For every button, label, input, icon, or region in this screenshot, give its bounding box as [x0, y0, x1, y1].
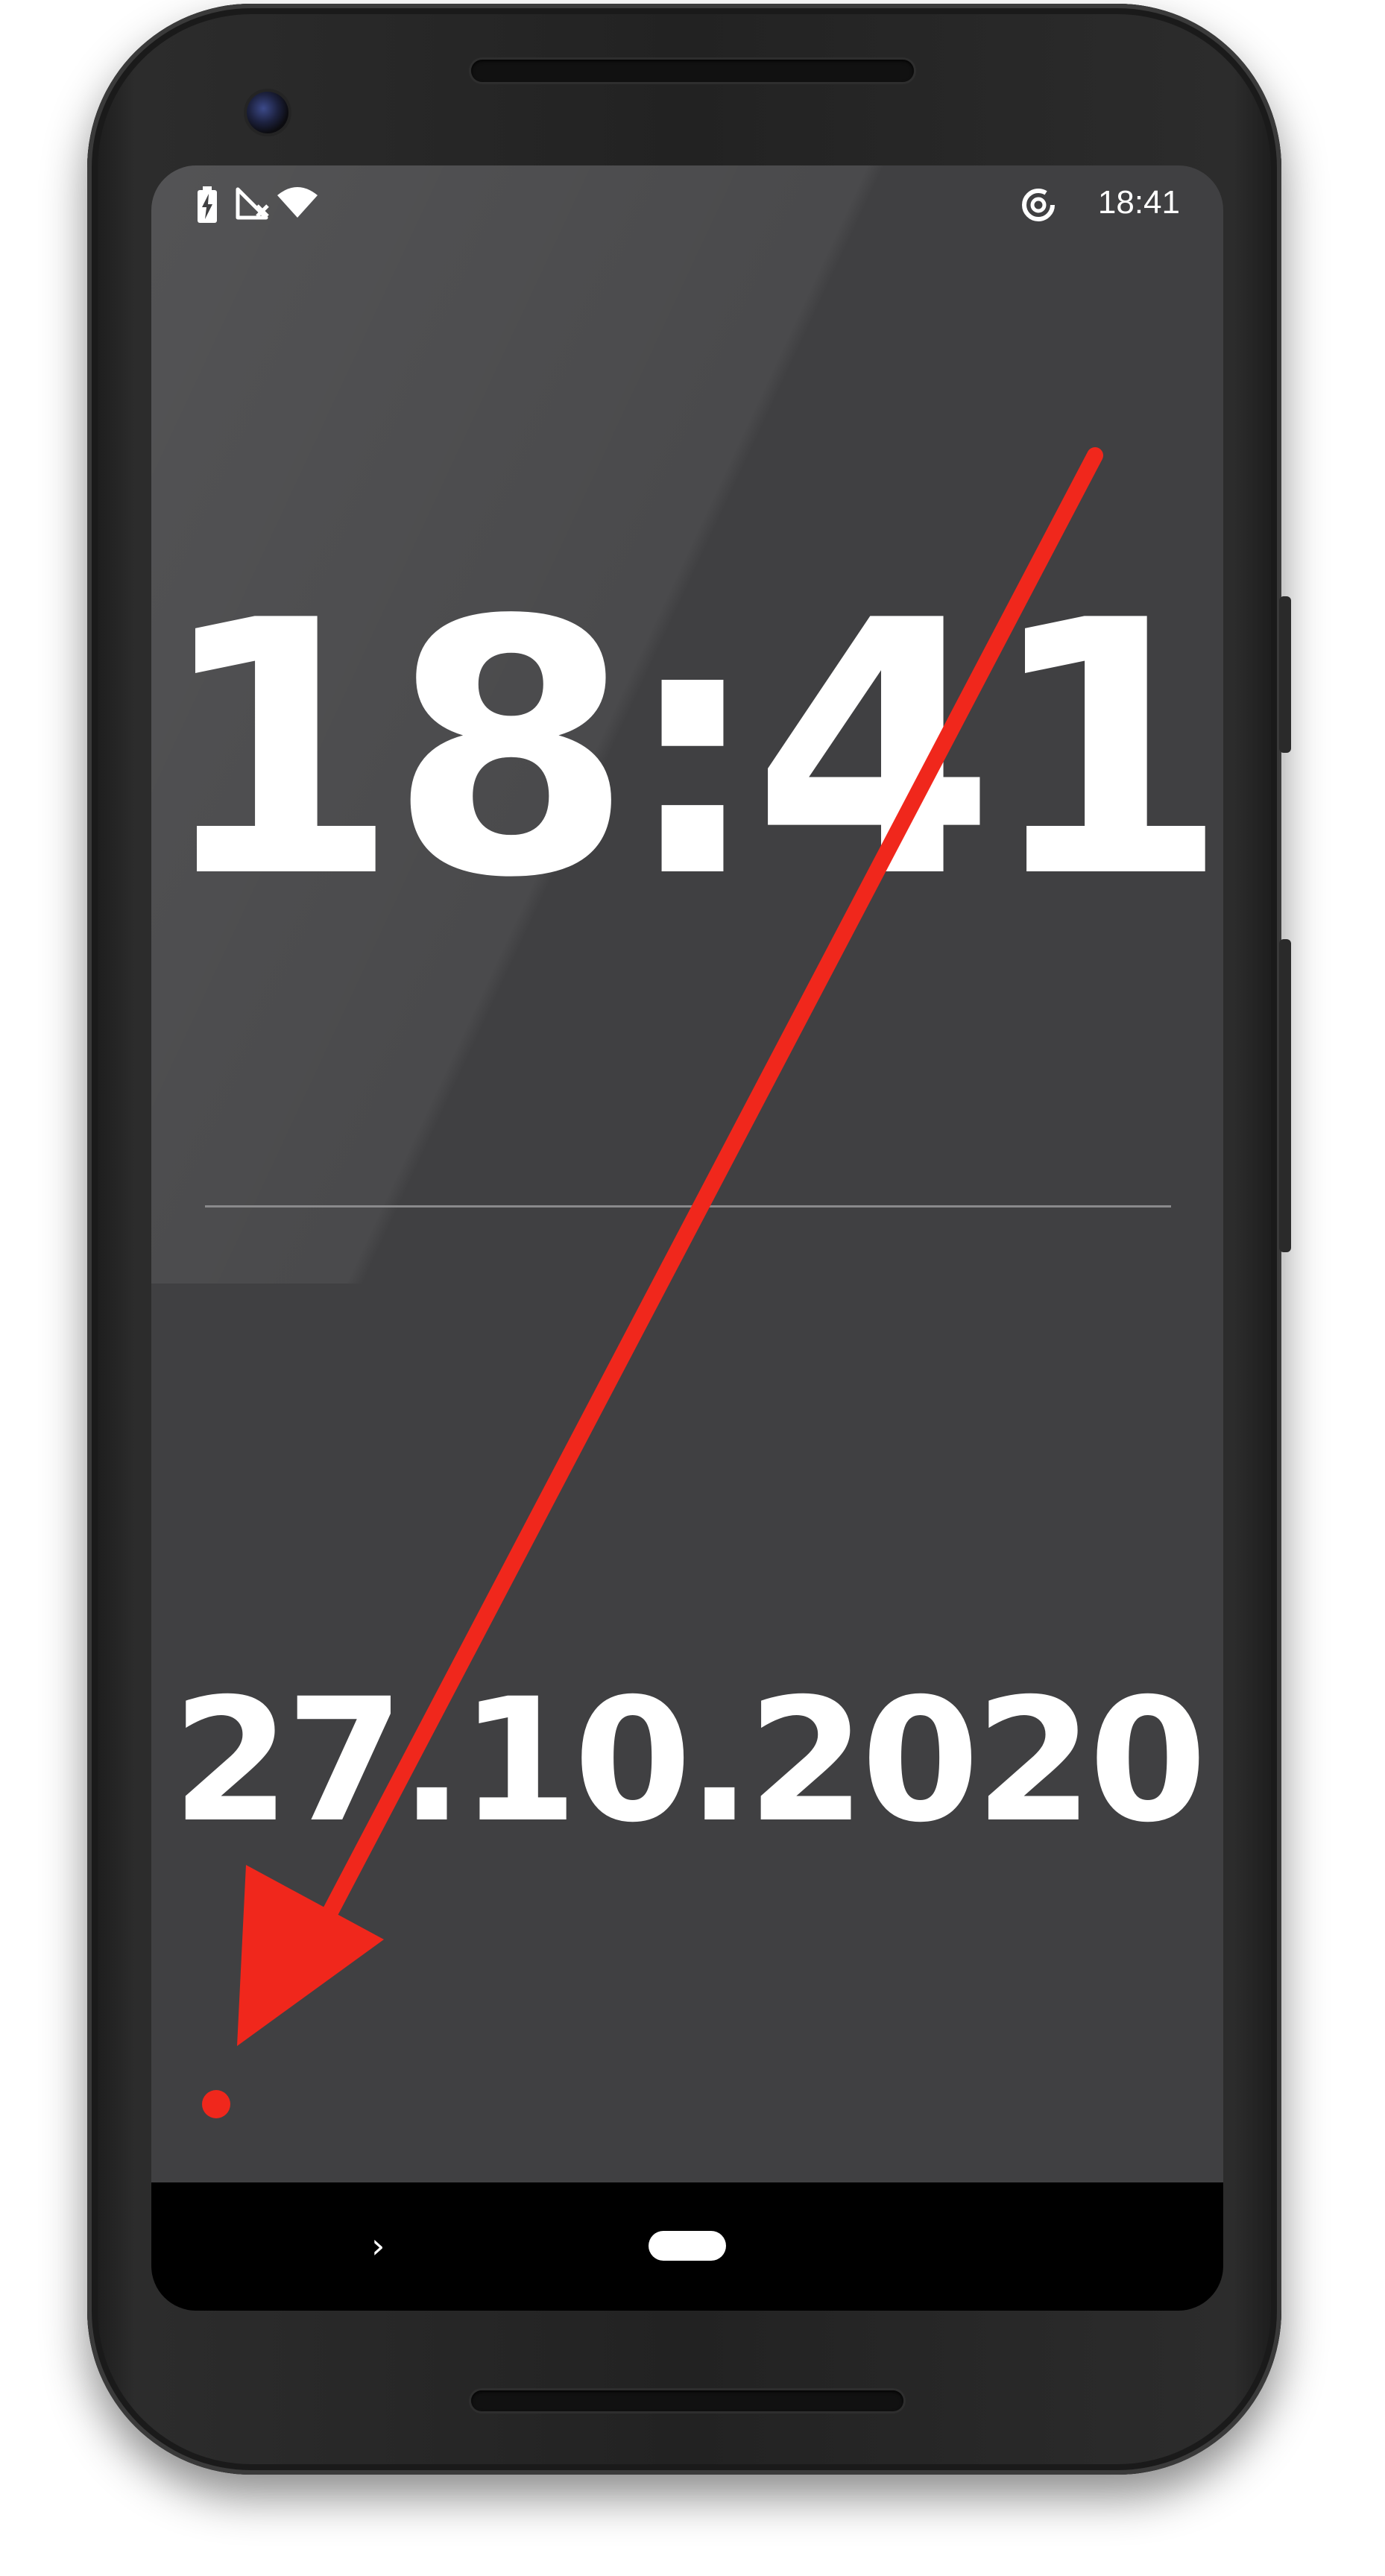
red-dot-indicator[interactable] [202, 2090, 230, 2118]
data-saver-icon [1020, 186, 1057, 227]
clock-date: 27.10.2020 [171, 1661, 1207, 1860]
no-signal-icon [235, 186, 269, 224]
status-time: 18:41 [1097, 184, 1180, 221]
power-button [1279, 596, 1291, 753]
wifi-icon [276, 186, 319, 222]
back-chevron-icon[interactable]: › [371, 2226, 385, 2266]
status-bar: 18:41 [151, 165, 1223, 240]
clock-screen[interactable]: 18:41 18:41 27.10.2020 › [151, 165, 1223, 2311]
navigation-bar: › [151, 2182, 1223, 2311]
divider [205, 1205, 1171, 1208]
volume-button [1279, 939, 1291, 1252]
battery-charging-icon [196, 186, 218, 227]
clock-time: 18:41 [155, 546, 1223, 954]
top-speaker [471, 60, 914, 82]
bottom-speaker [471, 2390, 903, 2411]
front-camera [247, 92, 288, 133]
home-pill-icon[interactable] [649, 2231, 726, 2261]
